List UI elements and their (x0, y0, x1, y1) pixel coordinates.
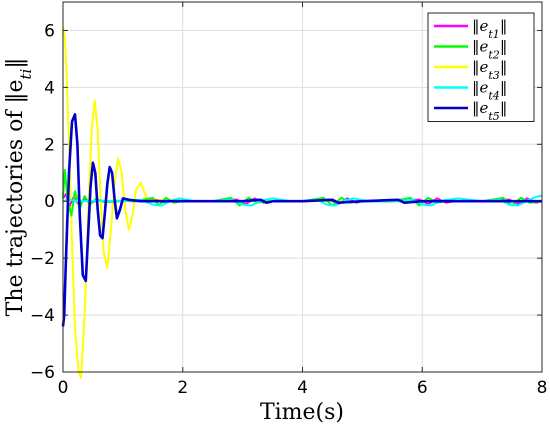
y-tick-label: −2 (30, 249, 55, 269)
axes (62, 1, 543, 373)
series-line-t5 (61, 113, 542, 327)
x-axis-label: Time(s) (260, 400, 344, 425)
y-axis-label-text: The trajectories of ‖eti‖ (3, 58, 35, 317)
y-tick-label: −6 (30, 363, 55, 383)
series-layer (61, 27, 543, 379)
legend-label-t2: ‖et2‖ (472, 38, 507, 62)
x-tick-label: 2 (177, 378, 188, 398)
x-tick-label: 8 (537, 378, 548, 398)
legend: ‖et1‖‖et2‖‖et3‖‖et4‖‖et5‖ (427, 12, 535, 123)
y-tick-label: −4 (30, 306, 55, 326)
legend-label-t4: ‖et4‖ (472, 79, 507, 103)
y-axis-label: The trajectories of ‖eti‖ (3, 58, 35, 317)
legend-label-t3: ‖et3‖ (472, 58, 507, 82)
legend-label-t1: ‖et1‖ (472, 17, 507, 41)
y-tick-labels: −6 −4 −2 0 2 4 6 (30, 21, 55, 383)
x-tick-label: 4 (297, 378, 308, 398)
legend-label-t5: ‖et5‖ (472, 99, 507, 123)
x-tick-label: 6 (417, 378, 428, 398)
x-tick-labels: 0 2 4 6 8 (58, 378, 548, 398)
y-tick-label: 6 (44, 21, 55, 41)
y-tick-label: 4 (44, 78, 55, 98)
y-tick-label: 2 (44, 135, 55, 155)
y-tick-label: 0 (44, 192, 55, 212)
x-tick-label: 0 (58, 378, 69, 398)
